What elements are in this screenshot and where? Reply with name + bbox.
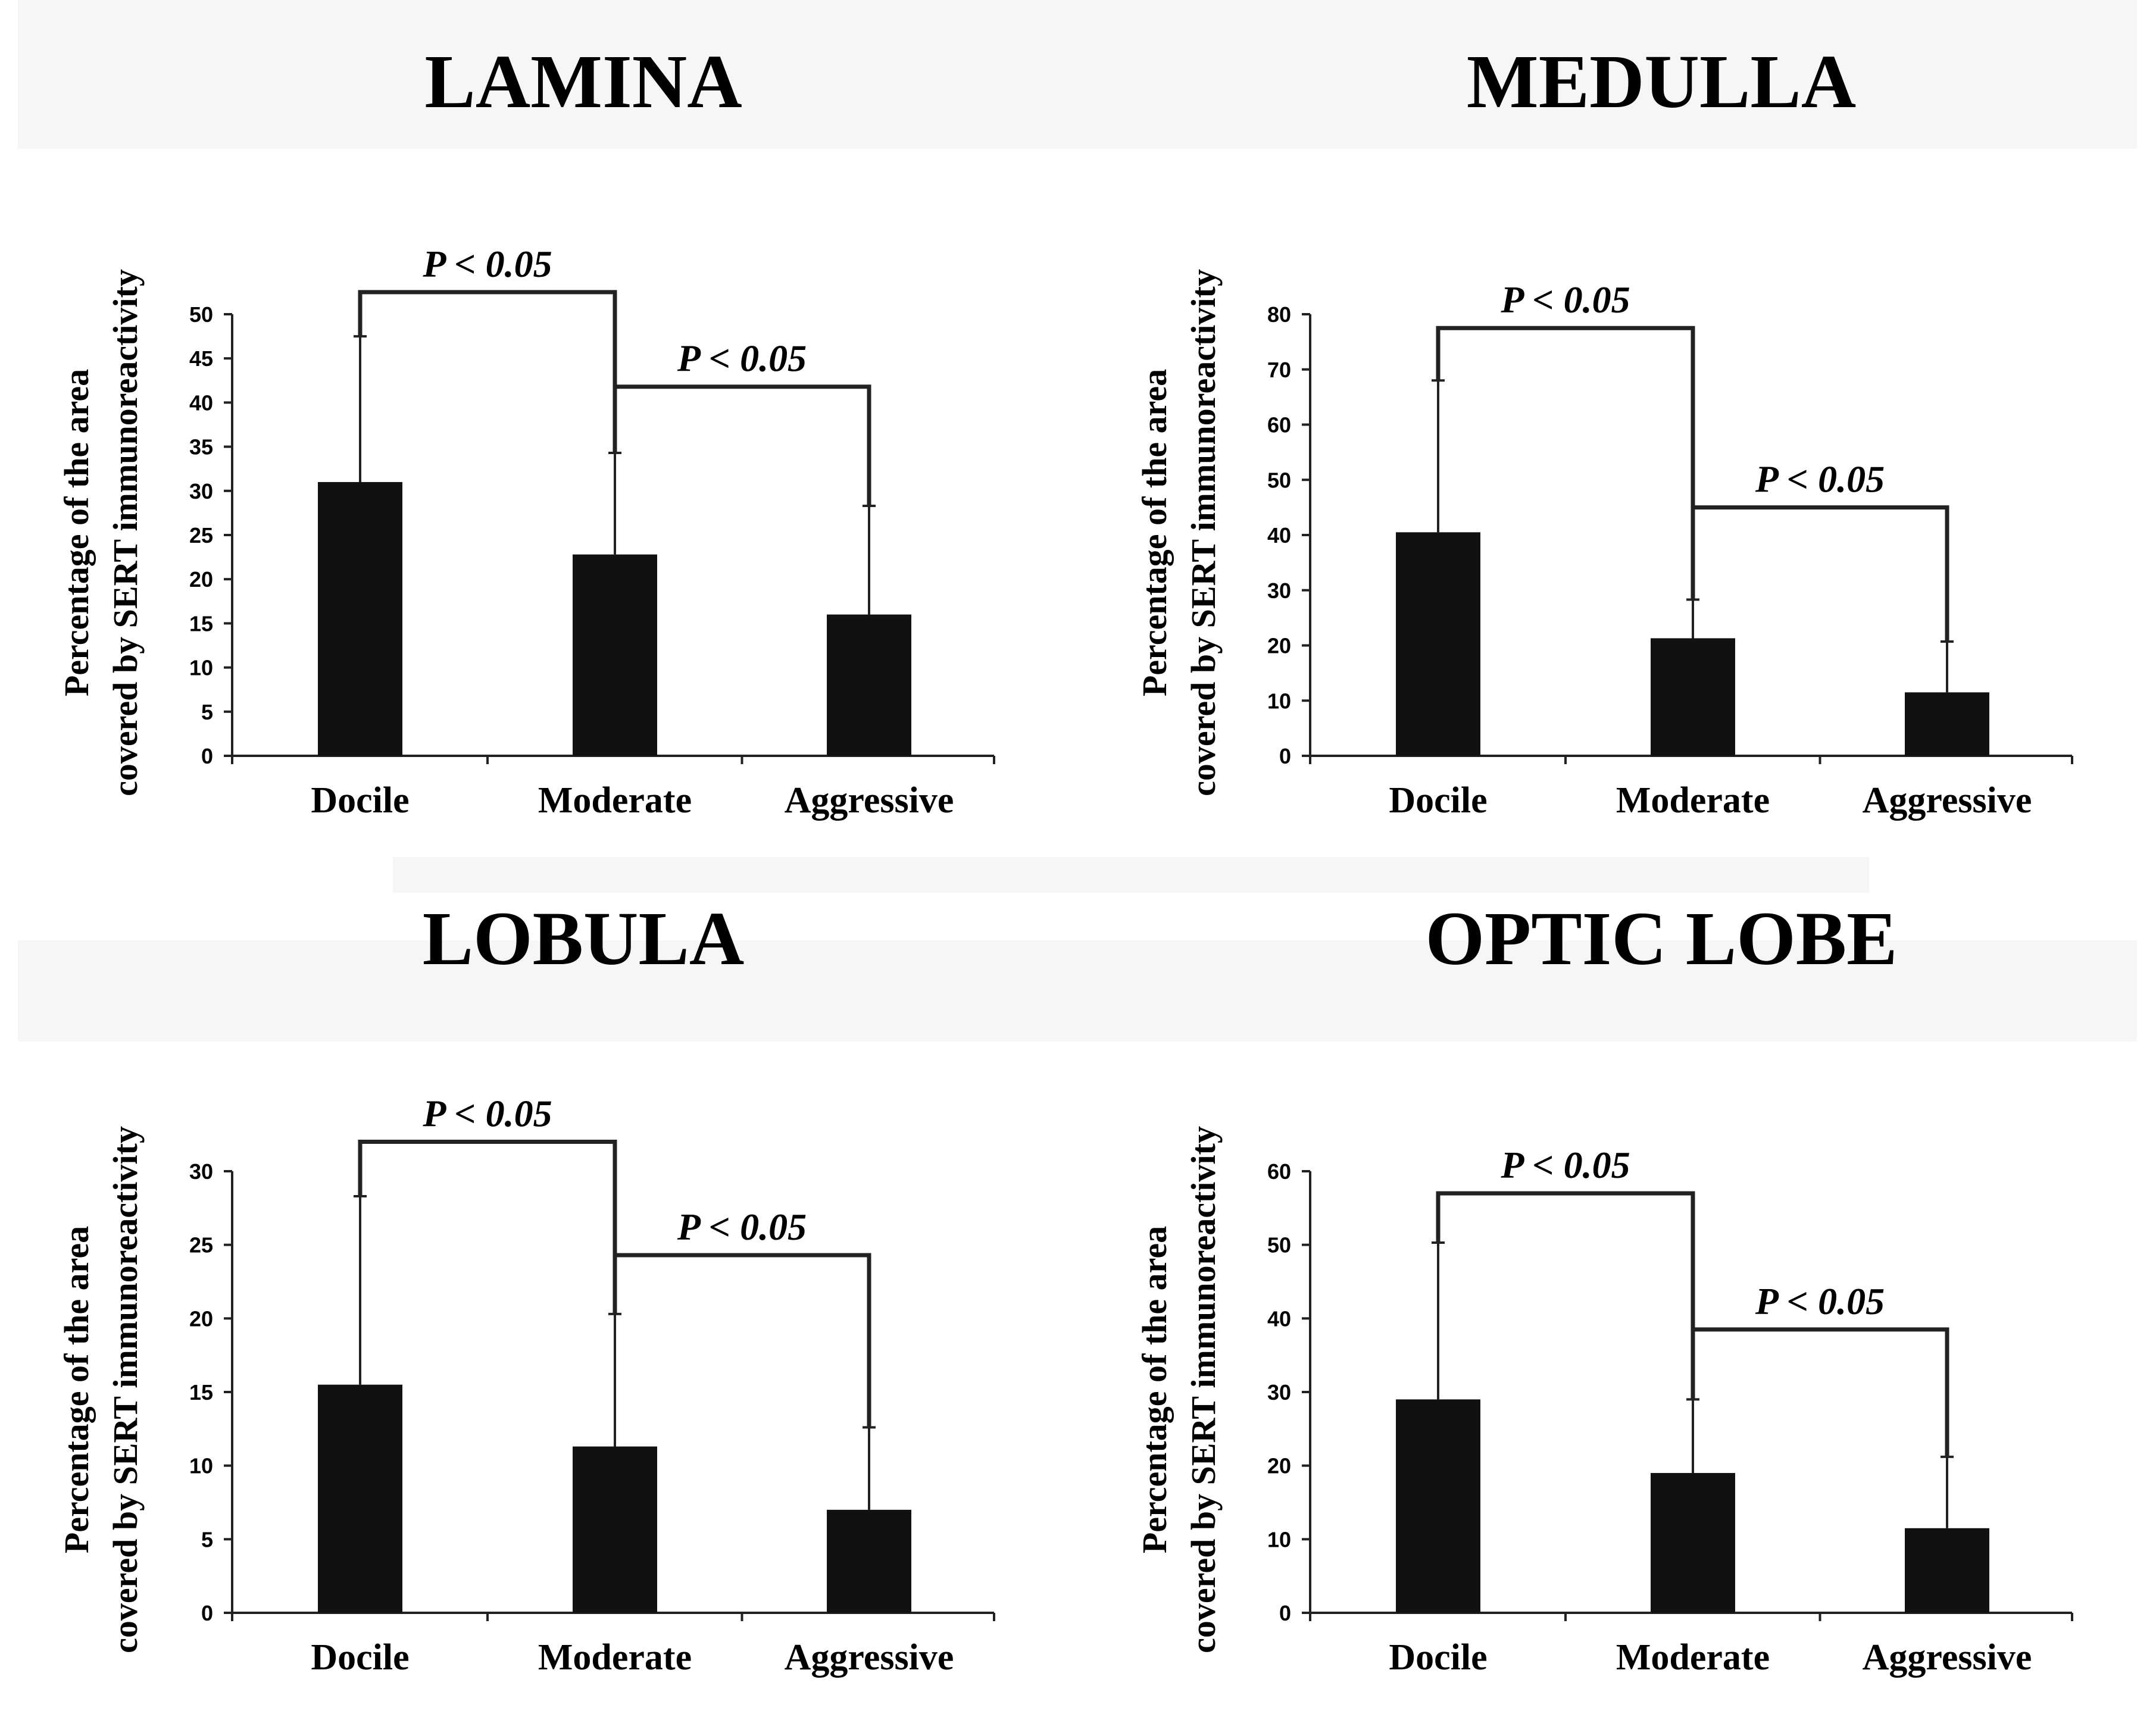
- bar: [1396, 532, 1480, 756]
- y-tick-label: 0: [201, 1601, 213, 1625]
- y-tick-label: 10: [1267, 689, 1291, 713]
- significance-bracket: [1691, 505, 1949, 642]
- y-tick-label: 0: [201, 744, 213, 768]
- chart-panel-lamina: LAMINA Percentage of the area covered by S…: [0, 0, 1078, 857]
- y-tick-label: 40: [1267, 1306, 1291, 1331]
- bar: [1905, 1528, 1989, 1613]
- significance-label: P < 0.05: [422, 243, 552, 285]
- significance-bracket: [1436, 326, 1695, 600]
- chart-optic-lobe: OPTIC LOBE Percentage of the area covered …: [1135, 896, 2073, 1678]
- significance-label: P < 0.05: [1500, 279, 1630, 321]
- y-tick-label: 40: [1267, 523, 1291, 548]
- chart-panel-optic-lobe: OPTIC LOBE Percentage of the area covered …: [1078, 857, 2156, 1714]
- significance-bracket: [358, 1140, 617, 1314]
- y-tick-label: 25: [189, 1233, 213, 1258]
- y-axis-label: covered by SERT immunoreactivity: [106, 1126, 145, 1653]
- y-axis-label: Percentage of the area: [57, 369, 96, 696]
- significance-label: P < 0.05: [677, 337, 807, 380]
- y-tick-label: 45: [189, 346, 213, 371]
- y-axis-label: covered by SERT immunoreactivity: [1184, 269, 1223, 796]
- bar: [1396, 1399, 1480, 1613]
- y-tick-label: 50: [189, 302, 213, 327]
- y-tick-label: 60: [1267, 1159, 1291, 1184]
- y-tick-label: 15: [189, 611, 213, 636]
- category-label: Docile: [1389, 780, 1487, 821]
- chart-title: OPTIC LOBE: [1425, 896, 1897, 981]
- significance-label: P < 0.05: [422, 1093, 552, 1135]
- y-tick-label: 10: [189, 1454, 213, 1478]
- y-tick-label: 5: [201, 700, 213, 724]
- category-label: Moderate: [538, 780, 692, 821]
- bar: [1651, 1473, 1735, 1613]
- bar: [318, 481, 402, 756]
- y-tick-label: 30: [1267, 1380, 1291, 1405]
- y-tick-label: 50: [1267, 468, 1291, 492]
- chart-lobula: LOBULA Percentage of the area covered by S…: [57, 896, 995, 1678]
- bar: [573, 554, 657, 756]
- category-label: Aggressive: [785, 780, 954, 821]
- significance-label: P < 0.05: [1500, 1144, 1630, 1186]
- bar: [827, 614, 911, 756]
- background-band: [18, 0, 2137, 149]
- background-band: [18, 940, 2137, 1041]
- category-label: Docile: [311, 1637, 409, 1678]
- y-tick-label: 50: [1267, 1233, 1291, 1258]
- y-tick-label: 30: [189, 479, 213, 503]
- bar: [1905, 692, 1989, 756]
- y-tick-label: 70: [1267, 358, 1291, 382]
- y-tick-label: 20: [189, 567, 213, 592]
- significance-label: P < 0.05: [677, 1206, 807, 1248]
- y-tick-label: 10: [1267, 1527, 1291, 1552]
- background-band: [393, 857, 1869, 893]
- y-axis-label: Percentage of the area: [1135, 369, 1174, 696]
- significance-bracket: [358, 290, 617, 453]
- y-tick-label: 30: [189, 1159, 213, 1184]
- significance-bracket: [1436, 1191, 1695, 1400]
- y-tick-label: 35: [189, 435, 213, 459]
- bar: [827, 1509, 911, 1613]
- y-axis-label: covered by SERT immunoreactivity: [106, 269, 145, 796]
- chart-title: MEDULLA: [1467, 39, 1856, 124]
- y-tick-label: 15: [189, 1380, 213, 1405]
- category-label: Moderate: [1616, 780, 1770, 821]
- y-tick-label: 20: [189, 1306, 213, 1331]
- y-axis-label: covered by SERT immunoreactivity: [1184, 1126, 1223, 1653]
- y-tick-label: 20: [1267, 1454, 1291, 1478]
- y-tick-label: 30: [1267, 578, 1291, 603]
- category-label: Docile: [311, 780, 409, 821]
- chart-panel-lobula: LOBULA Percentage of the area covered by S…: [0, 857, 1078, 1714]
- chart-title: LAMINA: [424, 39, 742, 124]
- y-axis-label: Percentage of the area: [1135, 1226, 1174, 1553]
- y-tick-label: 25: [189, 523, 213, 548]
- significance-label: P < 0.05: [1755, 458, 1885, 501]
- chart-lamina: LAMINA Percentage of the area covered by S…: [57, 39, 995, 821]
- y-axis-label: Percentage of the area: [57, 1226, 96, 1553]
- significance-bracket: [613, 384, 871, 506]
- y-tick-label: 20: [1267, 634, 1291, 658]
- significance-bracket: [1691, 1327, 1949, 1457]
- y-tick-label: 40: [189, 390, 213, 415]
- chart-title: LOBULA: [423, 896, 745, 981]
- bar: [573, 1446, 657, 1613]
- y-tick-label: 0: [1279, 744, 1291, 768]
- category-label: Moderate: [1616, 1637, 1770, 1678]
- y-tick-label: 60: [1267, 413, 1291, 437]
- significance-label: P < 0.05: [1755, 1280, 1885, 1322]
- chart-panel-medulla: MEDULLA Percentage of the area covered by …: [1078, 0, 2156, 857]
- bar: [318, 1384, 402, 1613]
- y-tick-label: 5: [201, 1527, 213, 1552]
- category-label: Aggressive: [1863, 1637, 2032, 1678]
- y-tick-label: 80: [1267, 302, 1291, 327]
- bar: [1651, 638, 1735, 756]
- category-label: Moderate: [538, 1637, 692, 1678]
- category-label: Docile: [1389, 1637, 1487, 1678]
- category-label: Aggressive: [785, 1637, 954, 1678]
- chart-medulla: MEDULLA Percentage of the area covered by …: [1135, 39, 2073, 821]
- y-tick-label: 0: [1279, 1601, 1291, 1625]
- significance-bracket: [613, 1253, 871, 1428]
- category-label: Aggressive: [1863, 780, 2032, 821]
- y-tick-label: 10: [189, 656, 213, 680]
